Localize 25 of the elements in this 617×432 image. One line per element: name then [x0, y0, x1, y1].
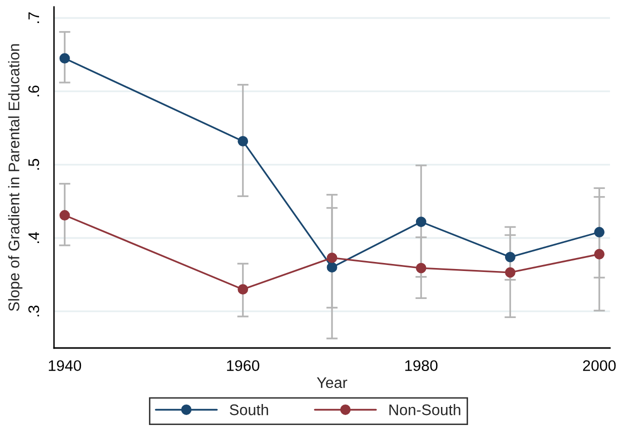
- point: [504, 267, 516, 278]
- point: [504, 252, 516, 262]
- point: [326, 252, 338, 264]
- point: [238, 136, 248, 146]
- x-tick-label: 1940: [48, 360, 82, 372]
- point: [238, 284, 248, 295]
- point: [416, 216, 426, 228]
- legend-label: South: [230, 404, 268, 416]
- y-axis-title: Slope of Gradient in Parental Education: [8, 44, 22, 311]
- point: [59, 53, 70, 64]
- y-tick-label: .7: [28, 12, 40, 23]
- point: [416, 262, 426, 274]
- y-tick-label: .5: [28, 158, 40, 170]
- point: [594, 226, 605, 238]
- legend-label: Non-South: [389, 404, 460, 416]
- y-tick-label: .3: [28, 306, 40, 316]
- x-axis-title: Year: [316, 377, 348, 388]
- y-tick-label: .6: [28, 86, 40, 96]
- x-tick-label: 2000: [583, 360, 616, 372]
- point: [326, 262, 338, 273]
- x-tick-label: 1960: [227, 360, 260, 372]
- y-tick-label: .4: [28, 232, 40, 243]
- point: [594, 248, 605, 260]
- point: [59, 210, 70, 220]
- x-tick-label: 1980: [405, 360, 438, 372]
